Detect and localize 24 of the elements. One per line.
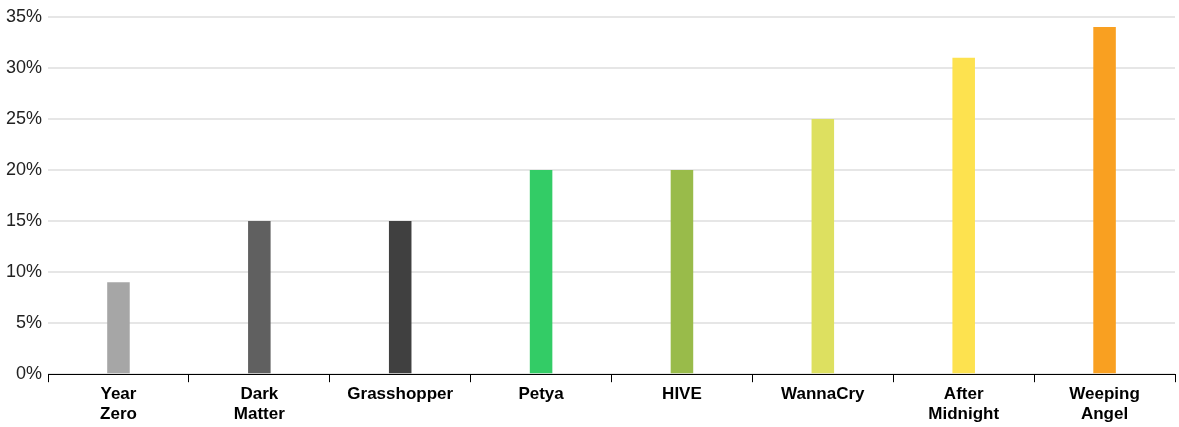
y-tick-label: 5% bbox=[16, 312, 43, 333]
x-tick-label: After Midnight bbox=[928, 384, 1000, 424]
bar bbox=[388, 221, 412, 374]
bar bbox=[670, 169, 694, 374]
x-tick-label: Petya bbox=[518, 384, 565, 404]
y-tick-label: 35% bbox=[6, 5, 43, 26]
x-tick-label: HIVE bbox=[662, 384, 702, 404]
bar bbox=[248, 221, 271, 374]
bar bbox=[107, 282, 130, 374]
y-tick-label: 30% bbox=[6, 56, 43, 77]
y-tick-label: 10% bbox=[6, 261, 43, 282]
y-tick-label: 0% bbox=[16, 363, 43, 384]
x-tick-label: Weeping Angel bbox=[1069, 384, 1140, 424]
y-tick-label: 25% bbox=[6, 107, 43, 128]
bar bbox=[529, 169, 553, 374]
bar bbox=[811, 118, 835, 374]
x-tick-label: WannaCry bbox=[781, 384, 866, 404]
x-tick-label: Dark Matter bbox=[233, 384, 286, 424]
y-tick-label: 15% bbox=[6, 210, 43, 230]
bar bbox=[1093, 27, 1116, 374]
x-tick-label: Grasshopper bbox=[347, 384, 454, 404]
bar bbox=[952, 57, 975, 374]
x-tick-label: Year Zero bbox=[100, 384, 137, 424]
y-tick-label: 20% bbox=[6, 158, 43, 179]
